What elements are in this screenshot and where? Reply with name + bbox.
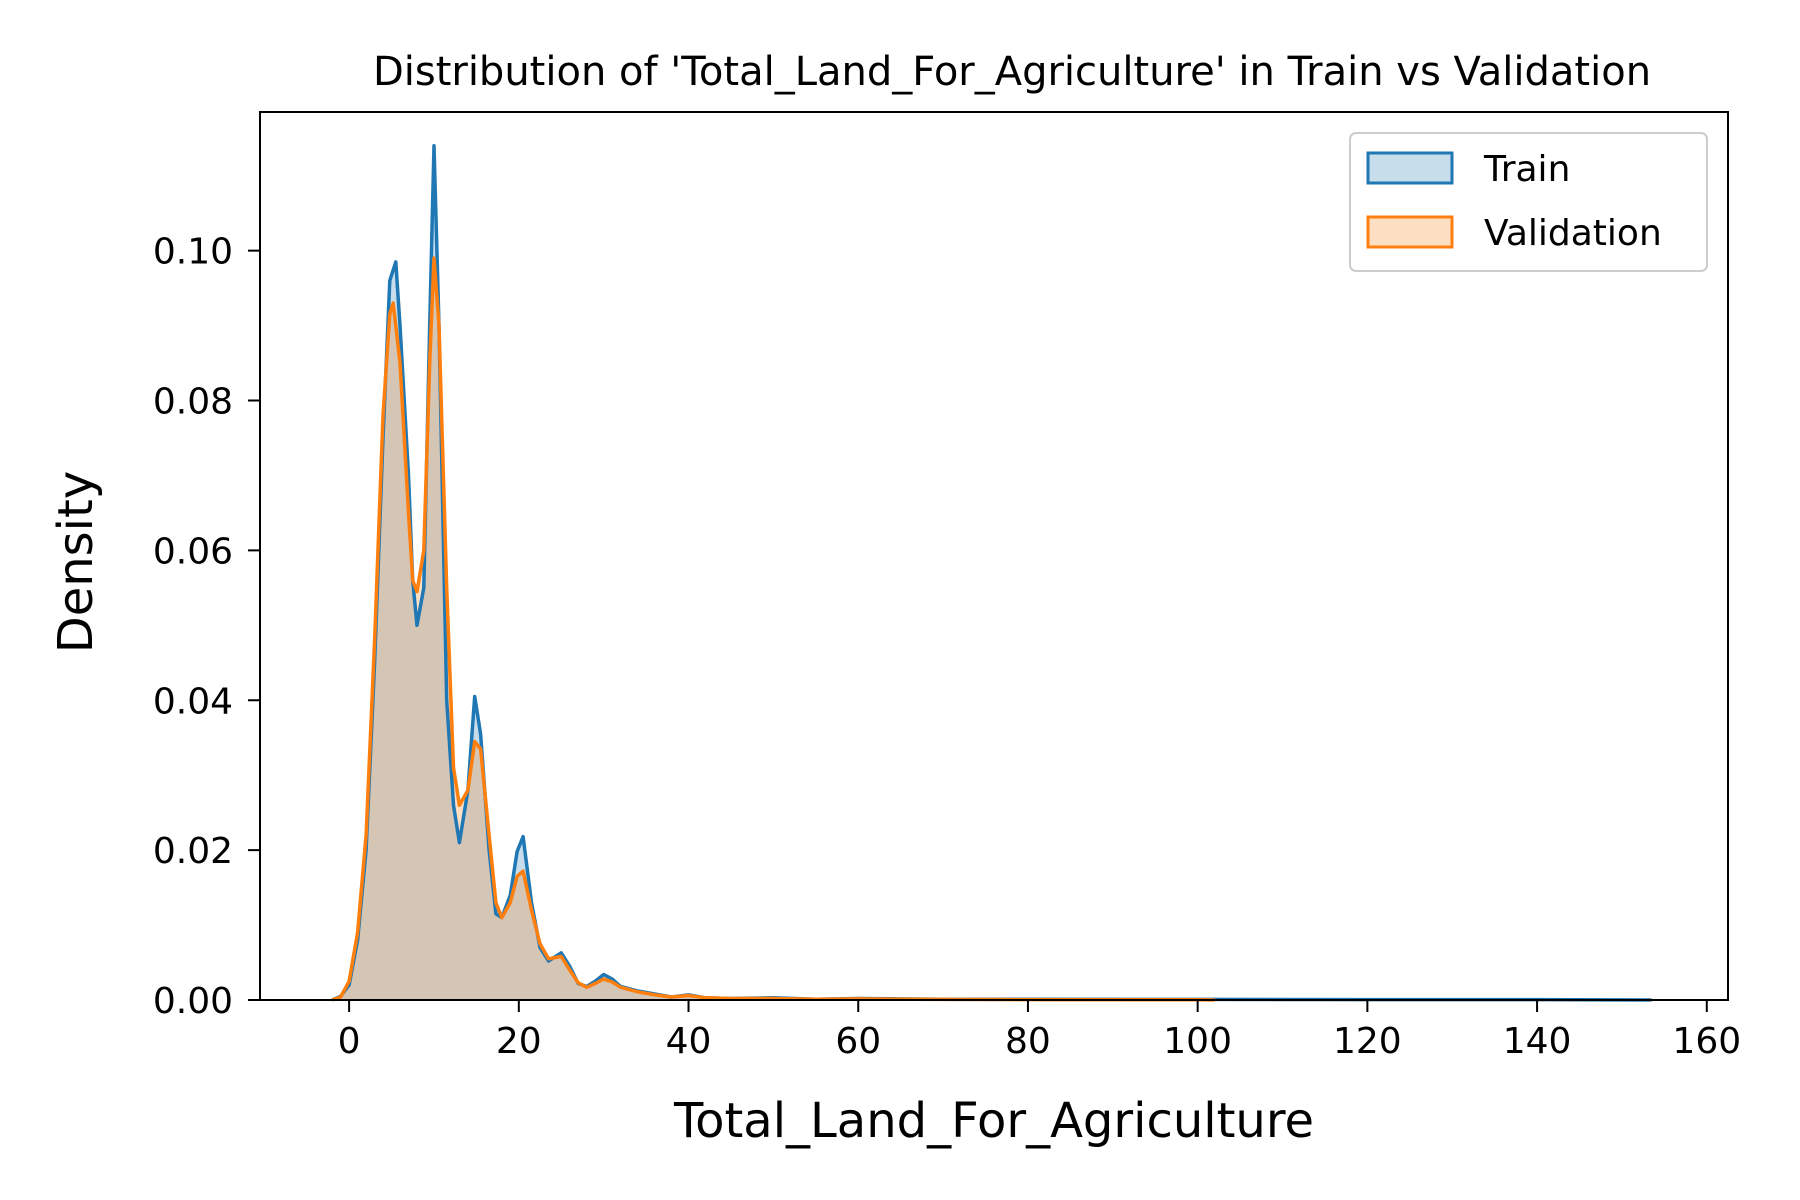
y-tick-label: 0.06 xyxy=(153,531,233,572)
y-tick-label: 0.02 xyxy=(153,831,233,872)
y-tick-label: 0.04 xyxy=(153,681,233,722)
x-tick-label: 140 xyxy=(1503,1021,1572,1062)
y-axis-label: Density xyxy=(48,471,104,653)
x-axis-label: Total_Land_For_Agriculture xyxy=(673,1093,1314,1149)
x-tick-label: 20 xyxy=(496,1021,542,1062)
y-tick-label: 0.08 xyxy=(153,382,233,423)
series-line-validation xyxy=(331,256,1215,1002)
legend-box xyxy=(1349,132,1708,272)
legend-swatch-train xyxy=(1366,151,1454,185)
legend-label-train: Train xyxy=(1483,149,1570,190)
y-tick-label: 0.10 xyxy=(153,232,233,273)
x-tick-label: 160 xyxy=(1672,1021,1741,1062)
plot-area: 0 20 40 60 80 100 120 140 160 0.00 0.02 0.04 0.06 0.0… xyxy=(153,111,1741,1062)
x-tick-label: 120 xyxy=(1333,1021,1402,1062)
legend-label-validation: Validation xyxy=(1484,213,1662,254)
x-tick-label: 80 xyxy=(1005,1021,1051,1062)
x-tick-label: 0 xyxy=(338,1021,361,1062)
y-tick-label: 0.00 xyxy=(153,981,233,1022)
series-fill-validation xyxy=(332,258,1215,1001)
legend-swatch-validation xyxy=(1366,215,1454,249)
x-tick-label: 100 xyxy=(1163,1021,1232,1062)
chart-title: Distribution of 'Total_Land_For_Agricult… xyxy=(373,49,1651,95)
legend: Train Validation xyxy=(1349,132,1708,272)
plot-frame xyxy=(259,111,1729,1001)
x-tick-label: 40 xyxy=(666,1021,712,1062)
series-fill-train xyxy=(332,145,1652,1000)
x-tick-label: 60 xyxy=(835,1021,881,1062)
